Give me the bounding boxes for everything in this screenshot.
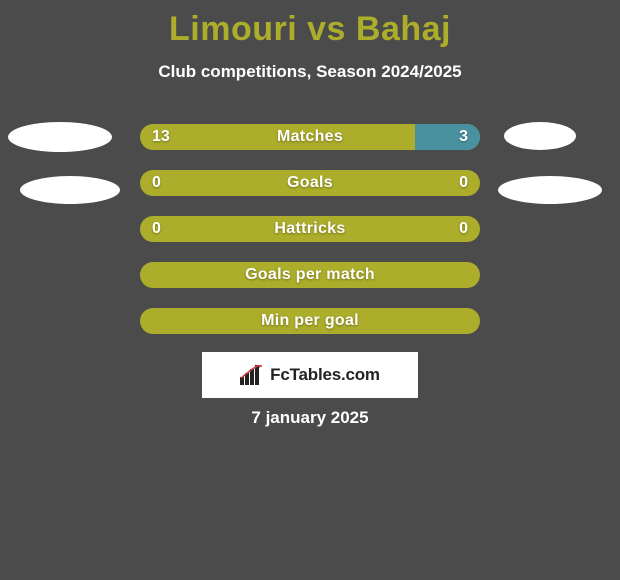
player-left-photo-1 [8, 122, 112, 152]
stat-bar-label: Goals [140, 170, 480, 196]
stat-bar-row: Goals per match [140, 262, 480, 288]
player-left-photo-2 [20, 176, 120, 204]
subtitle: Club competitions, Season 2024/2025 [0, 62, 620, 82]
player-right-photo-1 [504, 122, 576, 150]
stat-bar-right-value: 0 [447, 170, 480, 196]
stat-bar-label: Matches [140, 124, 480, 150]
stat-bar-left-value: 0 [140, 216, 173, 242]
stat-bar-row: Matches13 3 [140, 124, 480, 150]
bar-chart-icon [240, 365, 264, 385]
stat-bar-row: Min per goal [140, 308, 480, 334]
title-player-left: Limouri [169, 10, 297, 48]
title-vs: vs [297, 10, 356, 48]
brand-logo-box: FcTables.com [202, 352, 418, 398]
stat-bar-left-value: 13 [140, 124, 182, 150]
stat-bar-label: Min per goal [140, 308, 480, 334]
stat-bar-row: Goals0 0 [140, 170, 480, 196]
stat-bar-right-value: 0 [447, 216, 480, 242]
stat-bar-row: Hattricks0 0 [140, 216, 480, 242]
page-title: Limouri vs Bahaj [0, 10, 620, 49]
date-line: 7 january 2025 [0, 408, 620, 428]
stat-bar-label: Hattricks [140, 216, 480, 242]
stat-bars: Matches133Goals00Hattricks00Goals per ma… [140, 124, 480, 354]
stat-bar-right-value: 3 [447, 124, 480, 150]
stat-bar-left-value: 0 [140, 170, 173, 196]
comparison-infographic: Limouri vs Bahaj Club competitions, Seas… [0, 0, 620, 580]
title-player-right: Bahaj [356, 10, 451, 48]
brand-name: FcTables.com [270, 365, 380, 385]
player-right-photo-2 [498, 176, 602, 204]
stat-bar-label: Goals per match [140, 262, 480, 288]
